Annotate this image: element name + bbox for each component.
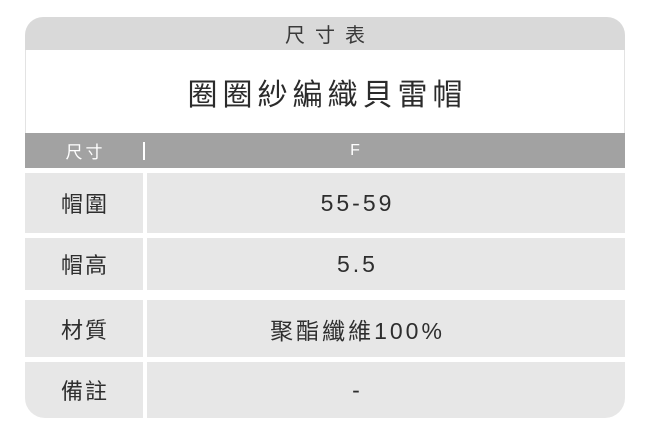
size-chart-tab-label: 尺寸表 (285, 25, 375, 47)
size-chart-card: 尺寸表 圈圈紗編織貝雷帽 尺寸 F 帽圍 55-59 帽高 5.5 材質 聚酯纖… (25, 17, 625, 418)
row-value: 聚酯纖維100% (147, 300, 625, 357)
column-divider (143, 300, 147, 357)
row-value: 55-59 (147, 173, 625, 233)
header-size-label: 尺寸 (65, 143, 106, 162)
row-value: - (147, 362, 625, 418)
table-row-notes: 備註 - (25, 362, 625, 418)
column-divider (143, 362, 147, 418)
product-title-section: 圈圈紗編織貝雷帽 (25, 50, 625, 133)
row-value: 5.5 (147, 238, 625, 290)
table-row-hat-height: 帽高 5.5 (25, 238, 625, 290)
row-label: 材質 (25, 300, 143, 357)
column-divider (143, 238, 147, 290)
row-label: 帽圍 (25, 173, 143, 233)
size-chart-tab: 尺寸表 (25, 17, 625, 50)
product-title: 圈圈紗編織貝雷帽 (187, 78, 468, 112)
table-row-hat-circumference: 帽圍 55-59 (25, 173, 625, 233)
table-row-material: 材質 聚酯纖維100% (25, 300, 625, 357)
table-header-row: 尺寸 F (25, 133, 625, 168)
row-label: 備註 (25, 362, 143, 418)
header-divider (143, 141, 145, 160)
row-label: 帽高 (25, 238, 143, 290)
header-size-value: F (350, 141, 360, 159)
column-divider (143, 173, 147, 233)
